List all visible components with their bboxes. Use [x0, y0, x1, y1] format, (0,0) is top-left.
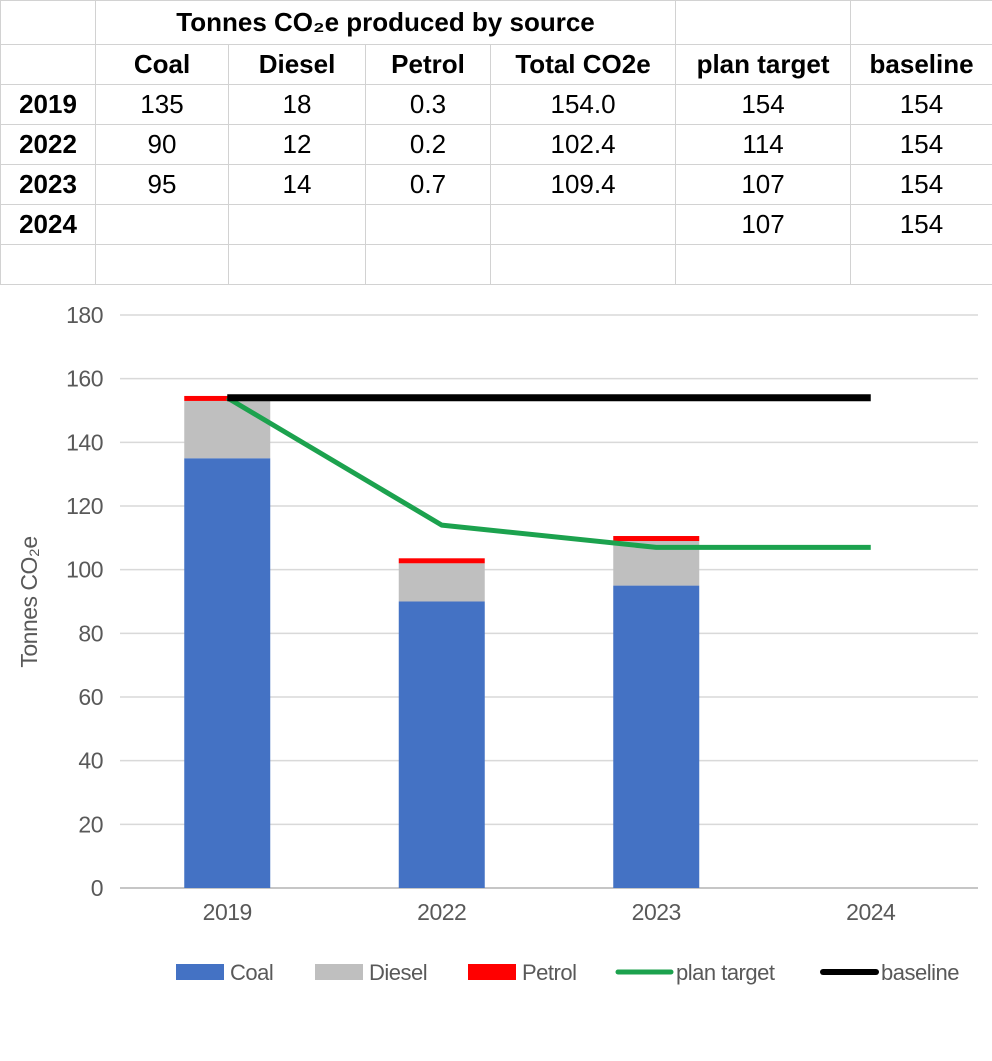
cell-empty-diesel[interactable] [228, 244, 366, 285]
empty-title-cell[interactable] [850, 0, 992, 45]
cell-2019-baseline[interactable]: 154 [850, 84, 992, 125]
cell-2022-diesel[interactable]: 12 [228, 124, 366, 165]
cell-2022-coal[interactable]: 90 [95, 124, 229, 165]
column-header-petrol[interactable]: Petrol [365, 44, 491, 85]
cell-2024-total-co2e[interactable] [489, 204, 677, 245]
y-tick-label-40: 40 [78, 748, 103, 774]
co2-combo-chart[interactable]: 0 20 40 60 80 100 120 140 160 180 Tonnes CO₂e 2019 2… [0, 284, 992, 1056]
cell-2023-plan-target[interactable]: 107 [675, 164, 852, 205]
cell-2023-petrol[interactable]: 0.7 [365, 164, 491, 205]
cell-2022-total-co2e[interactable]: 102.4 [489, 124, 677, 165]
cell-2023-total-co2e[interactable]: 109.4 [489, 164, 677, 205]
x-tick-label-2019: 2019 [203, 899, 252, 925]
bar-coal-2023[interactable] [613, 585, 700, 888]
legend-swatch-diesel [315, 964, 363, 980]
column-header-total-co2e[interactable]: Total CO2e [489, 44, 677, 85]
cell-2024-petrol[interactable] [365, 204, 491, 245]
legend-label-diesel: Diesel [369, 960, 427, 985]
cell-2022-baseline[interactable]: 154 [850, 124, 992, 165]
row-header-column-header[interactable] [0, 44, 96, 85]
x-tick-label-2022: 2022 [417, 899, 466, 925]
y-tick-label-120: 120 [66, 493, 103, 519]
cell-2019-diesel[interactable]: 18 [228, 84, 366, 125]
column-header-diesel[interactable]: Diesel [228, 44, 366, 85]
y-tick-label-100: 100 [66, 557, 103, 583]
x-tick-label-2024: 2024 [846, 899, 896, 925]
cell-empty-petrol[interactable] [365, 244, 491, 285]
y-tick-label-180: 180 [66, 302, 103, 328]
cell-2022-petrol[interactable]: 0.2 [365, 124, 491, 165]
y-tick-label-20: 20 [78, 811, 103, 837]
cell-2024-coal[interactable] [95, 204, 229, 245]
y-tick-label-60: 60 [78, 684, 103, 710]
legend-item-petrol[interactable]: Petrol [468, 960, 577, 985]
cell-2019-petrol[interactable]: 0.3 [365, 84, 491, 125]
legend-label-plan-target: plan target [676, 960, 775, 985]
legend-item-plan-target[interactable]: plan target [615, 960, 775, 985]
cell-2019-coal[interactable]: 135 [95, 84, 229, 125]
cell-empty-plan-target[interactable] [675, 244, 852, 285]
legend-item-coal[interactable]: Coal [176, 960, 274, 985]
chart-area[interactable]: 0 20 40 60 80 100 120 140 160 180 Tonnes CO₂e 2019 2… [0, 284, 992, 1056]
row-header-2019[interactable]: 2019 [0, 84, 96, 125]
spreadsheet-table: Tonnes CO₂e produced by source Coal Diesel… [0, 0, 992, 285]
bar-petrol-2023[interactable] [613, 536, 700, 542]
legend-swatch-petrol [468, 964, 516, 980]
row-header-empty[interactable] [0, 244, 96, 285]
legend-label-coal: Coal [230, 960, 273, 985]
bar-coal-2022[interactable] [398, 601, 485, 889]
cell-empty-baseline[interactable] [850, 244, 992, 285]
empty-title-cell[interactable] [675, 0, 852, 45]
corner-cell[interactable] [0, 0, 96, 45]
cell-empty-total-co2e[interactable] [489, 244, 677, 285]
cell-2019-plan-target[interactable]: 154 [675, 84, 852, 125]
cell-empty-coal[interactable] [95, 244, 229, 285]
bar-diesel-2019[interactable] [184, 400, 271, 459]
cell-2023-coal[interactable]: 95 [95, 164, 229, 205]
y-tick-label-80: 80 [78, 620, 103, 646]
y-tick-label-160: 160 [66, 366, 103, 392]
row-header-2024[interactable]: 2024 [0, 204, 96, 245]
bar-coal-2019[interactable] [184, 458, 271, 888]
cell-2024-plan-target[interactable]: 107 [675, 204, 852, 245]
y-tick-label-0: 0 [91, 875, 103, 901]
legend-label-baseline: baseline [881, 960, 959, 985]
cell-2023-diesel[interactable]: 14 [228, 164, 366, 205]
x-tick-label-2023: 2023 [632, 899, 681, 925]
legend-item-baseline[interactable]: baseline [820, 960, 960, 985]
legend-label-petrol: Petrol [522, 960, 576, 985]
bar-petrol-2022[interactable] [398, 558, 485, 564]
cell-2024-baseline[interactable]: 154 [850, 204, 992, 245]
column-header-baseline[interactable]: baseline [850, 44, 992, 85]
legend-swatch-coal [176, 964, 224, 980]
row-header-2023[interactable]: 2023 [0, 164, 96, 205]
cell-2019-total-co2e[interactable]: 154.0 [489, 84, 677, 125]
cell-2023-baseline[interactable]: 154 [850, 164, 992, 205]
cell-2022-plan-target[interactable]: 114 [675, 124, 852, 165]
plan-target-line[interactable] [225, 395, 871, 550]
column-header-coal[interactable]: Coal [95, 44, 229, 85]
y-tick-label-140: 140 [66, 429, 103, 455]
column-header-plan-target[interactable]: plan target [675, 44, 852, 85]
cell-2024-diesel[interactable] [228, 204, 366, 245]
row-header-2022[interactable]: 2022 [0, 124, 96, 165]
y-axis-title: Tonnes CO₂e [16, 536, 42, 667]
legend-item-diesel[interactable]: Diesel [315, 960, 428, 985]
table-title[interactable]: Tonnes CO₂e produced by source [94, 0, 677, 45]
bar-diesel-2022[interactable] [398, 563, 485, 602]
